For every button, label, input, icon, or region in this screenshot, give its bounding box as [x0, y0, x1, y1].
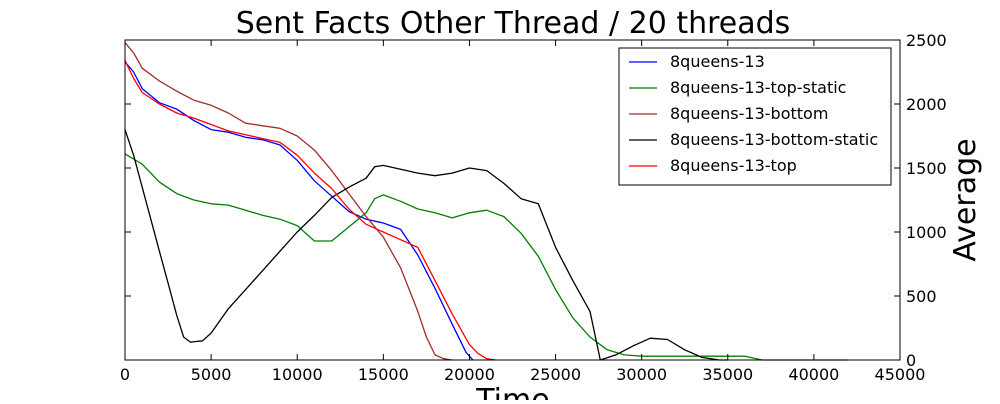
x-tick-label: 10000 — [272, 365, 323, 384]
x-tick-label: 15000 — [358, 365, 409, 384]
series-layer — [124, 42, 849, 361]
series-line-5 — [124, 60, 496, 361]
legend-entry-2: 8queens-13-top-static — [670, 78, 846, 97]
series-line-1 — [124, 61, 474, 361]
y-tick-label: 1000 — [906, 223, 947, 242]
legend-entry-1: 8queens-13 — [670, 52, 765, 71]
y-axis-label: Average — [948, 138, 983, 261]
x-axis-label: Time — [475, 383, 549, 400]
x-tick-label: 25000 — [530, 365, 581, 384]
y-tick-label: 1500 — [906, 159, 947, 178]
series-line-4 — [124, 129, 728, 361]
y-tick-label: 2500 — [906, 31, 947, 50]
legend-entry-3: 8queens-13-bottom — [670, 104, 828, 123]
y-tick-label: 500 — [906, 287, 937, 306]
y-axis-right: 0 500 1000 1500 2000 2500 — [125, 31, 947, 370]
y-tick-label: 0 — [906, 351, 916, 370]
y-tick-label: 2000 — [906, 95, 947, 114]
x-tick-label: 5000 — [191, 365, 232, 384]
series-line-2 — [124, 153, 849, 361]
legend-entry-5: 8queens-13-top — [670, 156, 797, 175]
legend-box — [618, 47, 892, 186]
plot-frame — [124, 39, 901, 361]
x-tick-label: 40000 — [788, 365, 839, 384]
x-tick-label: 20000 — [444, 365, 495, 384]
chart-title: Sent Facts Other Thread / 20 threads — [236, 6, 791, 41]
x-tick-label: 45000 — [875, 365, 926, 384]
x-tick-label: 35000 — [702, 365, 753, 384]
x-tick-label: 0 — [120, 365, 130, 384]
x-tick-label: 30000 — [616, 365, 667, 384]
legend: 8queens-13 8queens-13-top-static 8queens-1… — [618, 47, 892, 186]
series-line-3 — [124, 42, 453, 361]
x-axis: 0 5000 10000 15000 20000 25000 30000 35000 40000… — [120, 40, 926, 384]
legend-entry-4: 8queens-13-bottom-static — [670, 130, 878, 149]
